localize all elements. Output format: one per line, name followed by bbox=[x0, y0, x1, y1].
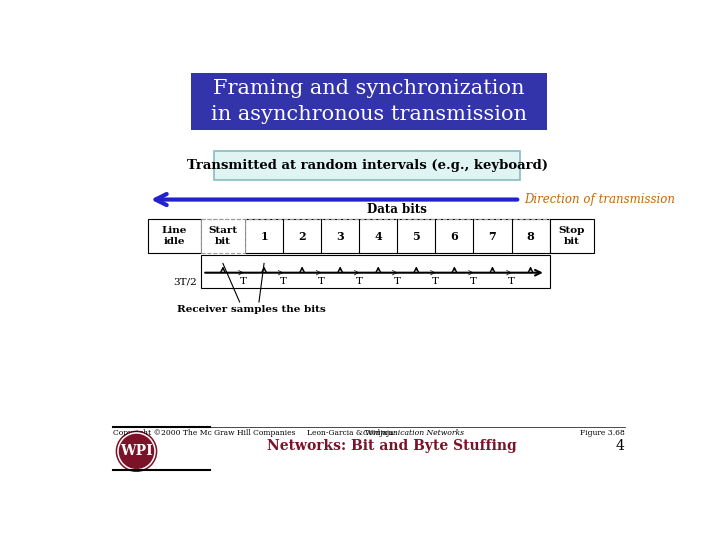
Text: T: T bbox=[240, 278, 247, 286]
Text: Stop
bit: Stop bit bbox=[559, 226, 585, 246]
Text: 2: 2 bbox=[298, 231, 306, 241]
Text: 5: 5 bbox=[413, 231, 420, 241]
Text: Receiver samples the bits: Receiver samples the bits bbox=[177, 305, 325, 314]
Text: 4: 4 bbox=[374, 231, 382, 241]
Circle shape bbox=[120, 434, 153, 468]
Bar bbox=[201, 219, 245, 253]
Text: T: T bbox=[508, 278, 515, 286]
Text: Transmitted at random intervals (e.g., keyboard): Transmitted at random intervals (e.g., k… bbox=[186, 159, 548, 172]
Text: Communication Networks: Communication Networks bbox=[363, 429, 464, 437]
Text: 7: 7 bbox=[489, 231, 496, 241]
Text: 3: 3 bbox=[336, 231, 344, 241]
Text: T: T bbox=[318, 278, 325, 286]
Text: Copyright ©2000 The Mc Graw Hill Companies: Copyright ©2000 The Mc Graw Hill Compani… bbox=[113, 429, 296, 437]
Text: 1: 1 bbox=[260, 231, 268, 241]
Text: Figure 3.68: Figure 3.68 bbox=[580, 429, 625, 437]
Bar bbox=[245, 219, 549, 253]
Text: Start
bit: Start bit bbox=[208, 226, 238, 246]
Text: T: T bbox=[432, 278, 439, 286]
Text: 8: 8 bbox=[526, 231, 534, 241]
Text: T: T bbox=[279, 278, 287, 286]
Text: Direction of transmission: Direction of transmission bbox=[524, 193, 675, 206]
Bar bbox=[201, 255, 549, 288]
Text: Leon-Garcia & Widjaja:: Leon-Garcia & Widjaja: bbox=[307, 429, 401, 437]
Bar bbox=[214, 151, 520, 180]
Text: WPI: WPI bbox=[120, 444, 153, 458]
Text: Framing and synchronization
in asynchronous transmission: Framing and synchronization in asynchron… bbox=[211, 79, 527, 124]
Text: Networks: Bit and Byte Stuffing: Networks: Bit and Byte Stuffing bbox=[267, 439, 517, 453]
Circle shape bbox=[117, 431, 157, 471]
Text: T: T bbox=[394, 278, 401, 286]
Circle shape bbox=[118, 433, 155, 470]
Text: Data bits: Data bits bbox=[367, 202, 427, 215]
Bar bbox=[191, 72, 547, 130]
Text: T: T bbox=[356, 278, 363, 286]
Bar bbox=[148, 219, 201, 253]
Text: 4: 4 bbox=[616, 439, 625, 453]
Text: 6: 6 bbox=[451, 231, 458, 241]
Text: 3T/2: 3T/2 bbox=[174, 278, 197, 286]
Bar bbox=[549, 219, 594, 253]
Text: Line
idle: Line idle bbox=[162, 226, 187, 246]
Text: T: T bbox=[470, 278, 477, 286]
